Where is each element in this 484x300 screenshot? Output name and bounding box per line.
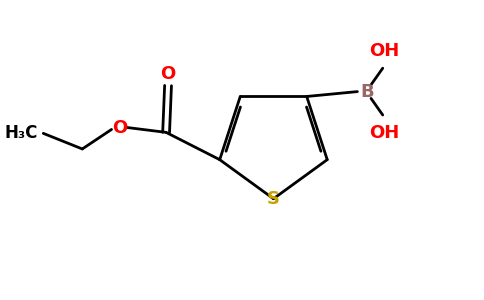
Text: S: S [267, 190, 280, 208]
Text: O: O [160, 65, 176, 83]
Text: H₃C: H₃C [4, 124, 37, 142]
Text: B: B [360, 82, 374, 100]
Text: OH: OH [370, 42, 400, 60]
Text: O: O [112, 118, 127, 136]
Text: OH: OH [370, 124, 400, 142]
